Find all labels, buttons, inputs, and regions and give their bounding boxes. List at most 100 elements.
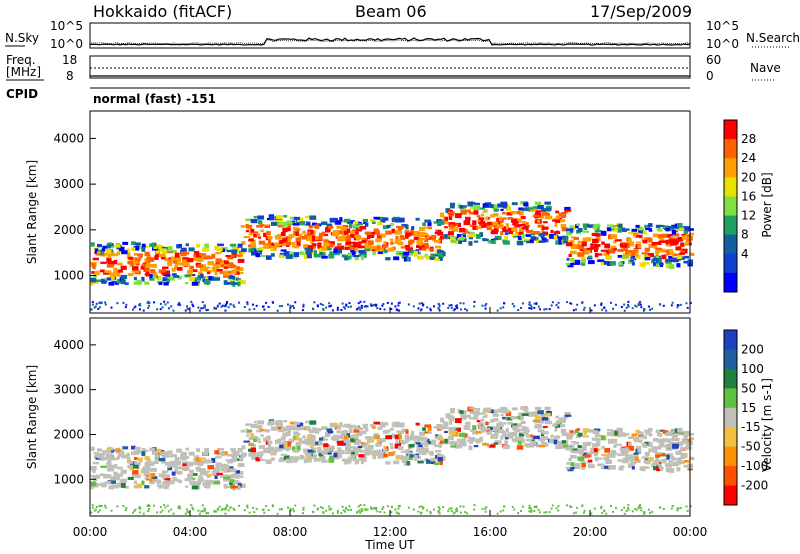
- power-cell: [448, 304, 451, 307]
- velocity-cell: [581, 445, 587, 451]
- velocity-cell: [350, 455, 356, 460]
- velocity-cell: [405, 429, 409, 435]
- power-cell: [338, 230, 343, 235]
- power-cell: [666, 249, 674, 252]
- power-cell: [220, 305, 223, 308]
- velocity-cell: [412, 508, 415, 511]
- freq-panel: [89, 55, 691, 79]
- velocity-cell: [394, 434, 401, 440]
- power-cell: [200, 307, 203, 310]
- power-cell: [269, 244, 275, 249]
- velocity-cell: [634, 459, 641, 464]
- power-cell: [521, 233, 525, 239]
- power-cell: [347, 256, 352, 260]
- power-cell: [595, 233, 601, 237]
- velocity-cell: [336, 430, 342, 434]
- velocity-cell: [397, 507, 400, 510]
- power-cell: [484, 202, 492, 207]
- power-cell: [357, 302, 360, 305]
- velocity-cell: [500, 413, 504, 417]
- power-cell: [427, 221, 432, 227]
- velocity-cell: [526, 435, 531, 438]
- power-cell: [138, 246, 143, 250]
- velocity-cell: [473, 504, 476, 507]
- velocity-cell: [91, 467, 96, 472]
- velocity-cell: [469, 429, 475, 432]
- velocity-cell: [433, 426, 437, 429]
- power-cell: [96, 243, 102, 248]
- velocity-cell: [628, 442, 632, 448]
- freq-tick-bottom: 8: [66, 69, 74, 83]
- velocity-cell: [202, 460, 208, 464]
- velocity-cell: [683, 464, 688, 468]
- velocity-cell: [213, 467, 220, 473]
- velocity-cell: [110, 509, 113, 512]
- velocity-cell: [603, 457, 608, 461]
- power-cell: [288, 221, 293, 225]
- velocity-cell: [256, 437, 261, 441]
- velocity-cell: [408, 447, 412, 450]
- power-cell: [133, 252, 138, 256]
- power-cell: [609, 301, 612, 304]
- velocity-cell: [418, 449, 425, 453]
- velocity-cell: [643, 466, 650, 469]
- velocity-cell: [424, 424, 432, 428]
- velocity-cell: [187, 511, 190, 514]
- power-cell: [122, 241, 129, 245]
- colorbar-tick-label: 100: [741, 362, 764, 376]
- power-cell: [570, 239, 575, 244]
- power-cell: [648, 237, 653, 243]
- velocity-cell: [260, 459, 266, 462]
- velocity-cell: [180, 455, 187, 461]
- power-cell: [313, 301, 316, 304]
- power-cell: [328, 241, 335, 246]
- power-cell: [438, 309, 441, 312]
- velocity-cell: [364, 442, 369, 446]
- power-cell: [472, 225, 478, 230]
- power-cell: [377, 221, 383, 226]
- power-cell: [404, 244, 411, 248]
- power-cell: [406, 256, 410, 262]
- velocity-cell: [600, 435, 606, 441]
- power-cell: [658, 259, 662, 265]
- power-cell: [420, 237, 426, 241]
- power-cell: [144, 251, 150, 257]
- power-cell: [191, 273, 196, 277]
- power-cell: [258, 236, 262, 239]
- power-cell: [516, 240, 524, 246]
- velocity-cell: [515, 423, 522, 427]
- velocity-cell: [369, 506, 372, 509]
- power-cell: [420, 302, 423, 305]
- power-cell: [501, 226, 507, 230]
- velocity-cell: [245, 423, 252, 426]
- power-cell: [437, 307, 440, 310]
- velocity-cell: [248, 436, 254, 441]
- velocity-cell: [360, 442, 366, 447]
- power-cell: [100, 269, 105, 273]
- power-cell: [511, 227, 518, 232]
- velocity-cell: [372, 455, 376, 460]
- power-cell: [211, 266, 217, 271]
- velocity-cell: [507, 432, 514, 437]
- velocity-cell: [526, 445, 530, 448]
- power-cell: [369, 303, 372, 306]
- velocity-cell: [617, 453, 623, 456]
- power-cell: [347, 305, 350, 308]
- power-cell: [257, 215, 265, 220]
- power-cell: [306, 235, 312, 241]
- power-cell: [216, 268, 223, 272]
- power-cell: [266, 231, 271, 236]
- power-cell: [532, 214, 540, 217]
- power-cell: [319, 250, 323, 256]
- velocity-cell: [325, 431, 331, 437]
- power-cell: [643, 262, 650, 265]
- velocity-cell: [570, 448, 578, 452]
- velocity-cell: [345, 444, 351, 450]
- power-cell: [597, 259, 605, 262]
- power-cell: [477, 219, 481, 222]
- power-cell: [293, 230, 297, 236]
- power-cell: [386, 224, 391, 228]
- power-cell: [391, 228, 395, 234]
- power-cell: [643, 308, 646, 311]
- velocity-cell: [110, 457, 118, 461]
